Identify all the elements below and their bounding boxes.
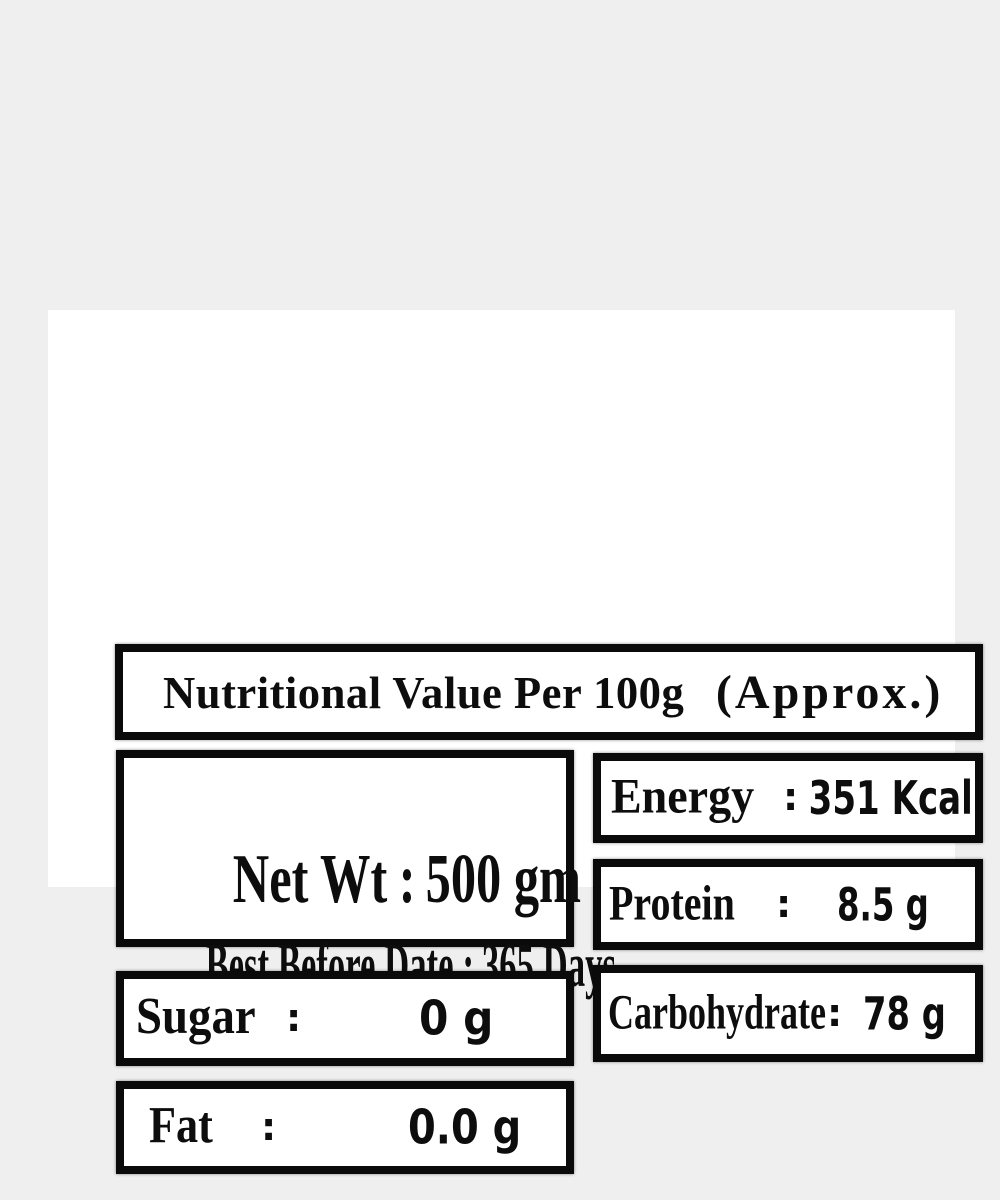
title-box: Nutritional Value Per 100g (Approx.) [115,644,983,740]
net-weight-colon: : [398,841,416,918]
title-text: Nutritional Value Per 100g [162,666,684,718]
label-panel: Nutritional Value Per 100g (Approx.) Net… [48,310,983,1174]
energy-label: Energy [611,767,755,824]
net-weight-box: Net Wt:500 gm Best Before Date:365 Days [116,750,616,1000]
net-weight-line: Net Wt:500 gm [132,760,581,1000]
sugar-label: Sugar [136,987,256,1045]
carbohydrate-colon: : [827,990,843,1035]
best-before-colon: : [462,932,475,1000]
fat-label: Fat [149,1096,213,1154]
carbohydrate-label: Carbohydrate [608,983,826,1040]
energy-value: 351 Kcal [808,771,973,825]
energy-colon: : [783,775,799,820]
sugar-box: Sugar : 0 g [116,971,574,1066]
energy-box: Energy : 351 Kcal [593,753,983,843]
fat-colon: : [261,1104,277,1149]
fat-box: Fat : 0.0 g [116,1081,574,1174]
protein-colon: : [776,881,792,926]
fat-value: 0.0 g [408,1100,522,1155]
sugar-colon: : [286,995,302,1040]
carbohydrate-box: Carbohydrate : 78 g [593,965,983,1062]
protein-value: 8.5 g [837,878,929,931]
sugar-value: 0 g [419,991,494,1046]
protein-box: Protein : 8.5 g [593,859,983,950]
title-approx-text: (Approx.) [715,665,944,719]
protein-label: Protein [609,874,735,931]
carbohydrate-value: 78 g [863,987,946,1040]
net-weight-value: 500 gm [425,841,581,918]
net-weight-label: Net Wt [232,841,388,918]
